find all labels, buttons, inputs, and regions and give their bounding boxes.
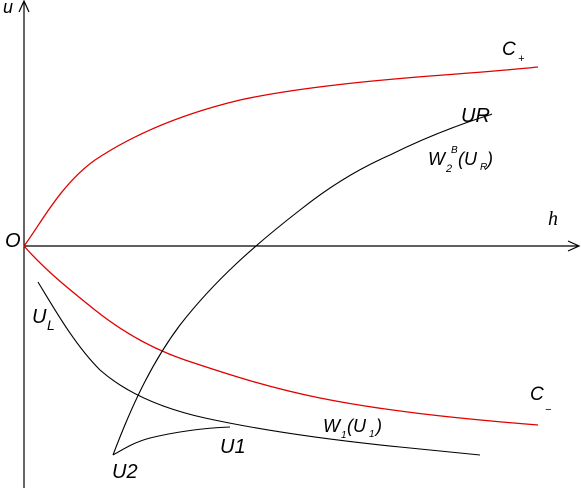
c-plus-label: C xyxy=(502,39,516,60)
w1-label: W xyxy=(323,416,342,436)
c-minus-label: C xyxy=(530,384,544,405)
w2b-argument-subscript: R xyxy=(480,162,487,173)
horizontal-axis-label: h xyxy=(548,208,558,230)
origin-label: O xyxy=(5,230,21,252)
c-minus-curve xyxy=(23,245,539,426)
u-r-label: UR xyxy=(461,105,490,127)
u2-to-u1-connector xyxy=(112,426,231,456)
w1-curve xyxy=(37,281,481,456)
u-l-subscript: L xyxy=(47,317,55,333)
c-plus-curve xyxy=(23,66,539,247)
c-plus-subscript: + xyxy=(518,53,525,65)
w2b-subscript: 2 xyxy=(445,163,452,175)
u-l-label: U xyxy=(32,306,47,328)
horizontal-axis-arrow xyxy=(567,240,581,252)
w2b-curve xyxy=(112,113,493,456)
u-2-label: U2 xyxy=(112,461,138,483)
c-minus-subscript: − xyxy=(545,404,552,416)
u-1-label: U1 xyxy=(220,436,246,458)
w1-subscript: 1 xyxy=(341,430,347,441)
w2b-label: W xyxy=(428,149,447,169)
vertical-axis-label: u xyxy=(3,0,13,17)
w1-close-paren: ) xyxy=(374,416,382,436)
w2b-close-paren: ) xyxy=(485,149,493,169)
w2b-argument: (U xyxy=(458,149,478,169)
vertical-axis-arrow xyxy=(18,0,30,13)
w1-argument: (U xyxy=(347,416,367,436)
w2b-superscript: B xyxy=(451,145,458,156)
w1-argument-subscript: 1 xyxy=(369,429,375,440)
